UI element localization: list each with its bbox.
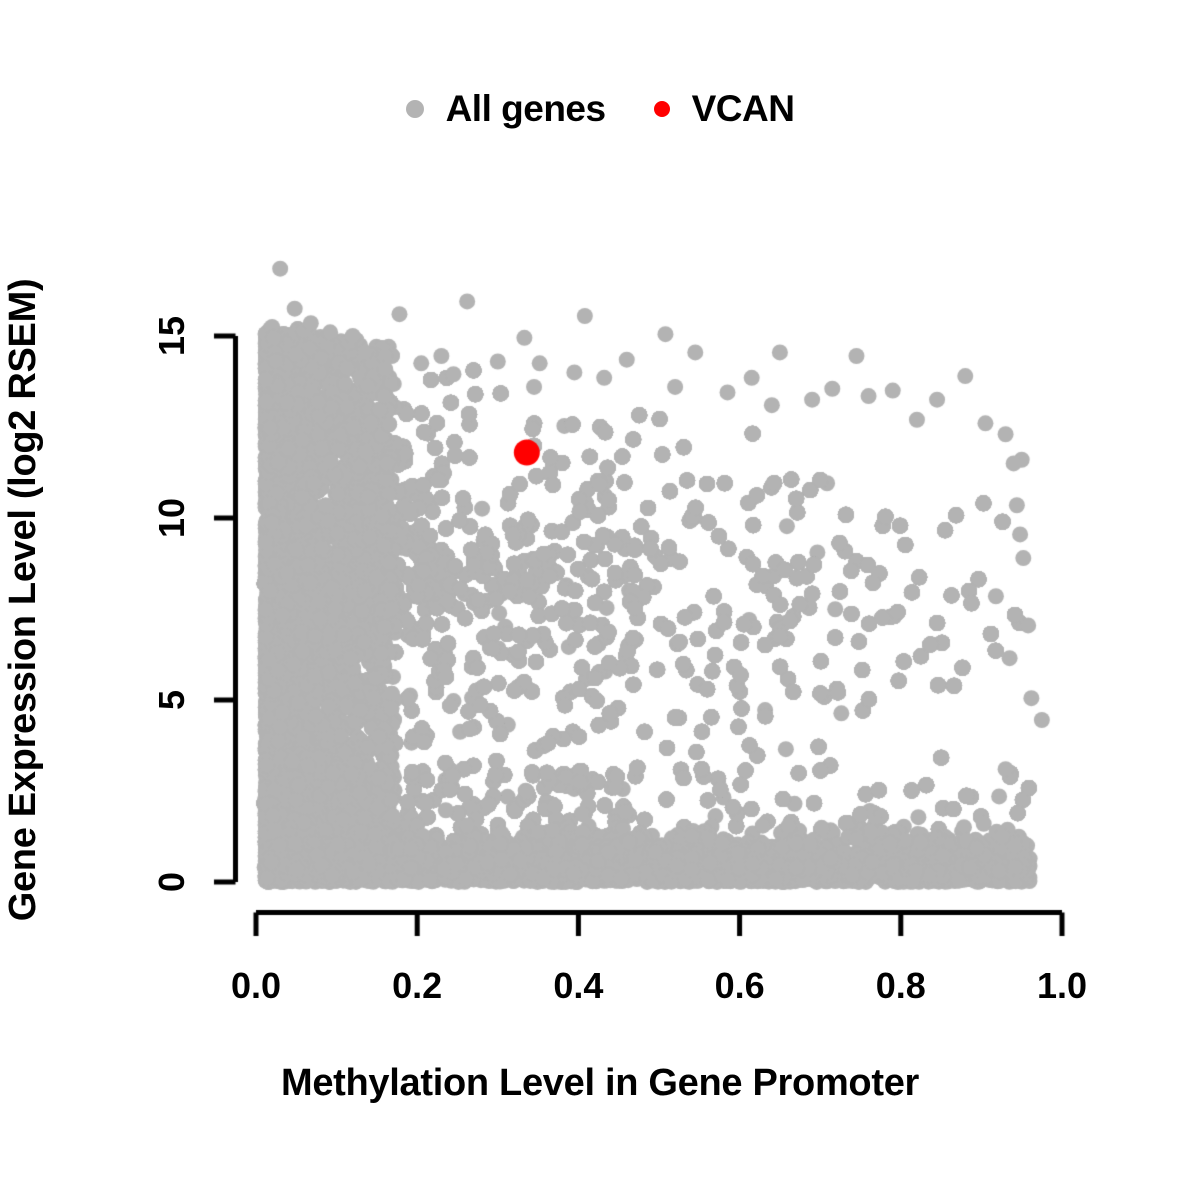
y-tick-label: 5: [151, 689, 192, 711]
x-tick-label: 0.0: [230, 965, 282, 1006]
y-axis-title: Gene Expression Level (log2 RSEM): [2, 278, 44, 922]
x-tick-label: 1.0: [1036, 965, 1088, 1006]
x-tick-label: 0.6: [714, 965, 765, 1006]
x-tick-label: 0.4: [553, 965, 604, 1006]
y-tick-label: 0: [151, 871, 192, 893]
x-tick-label: 0.2: [392, 965, 443, 1006]
y-tick-label: 10: [151, 497, 192, 539]
y-tick-label: 15: [151, 315, 192, 357]
x-axis-title: Methylation Level in Gene Promoter: [280, 1062, 920, 1104]
x-tick-label: 0.8: [875, 965, 926, 1006]
